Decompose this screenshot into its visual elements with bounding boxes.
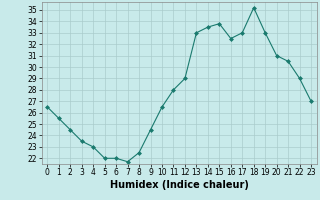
- X-axis label: Humidex (Indice chaleur): Humidex (Indice chaleur): [110, 180, 249, 190]
